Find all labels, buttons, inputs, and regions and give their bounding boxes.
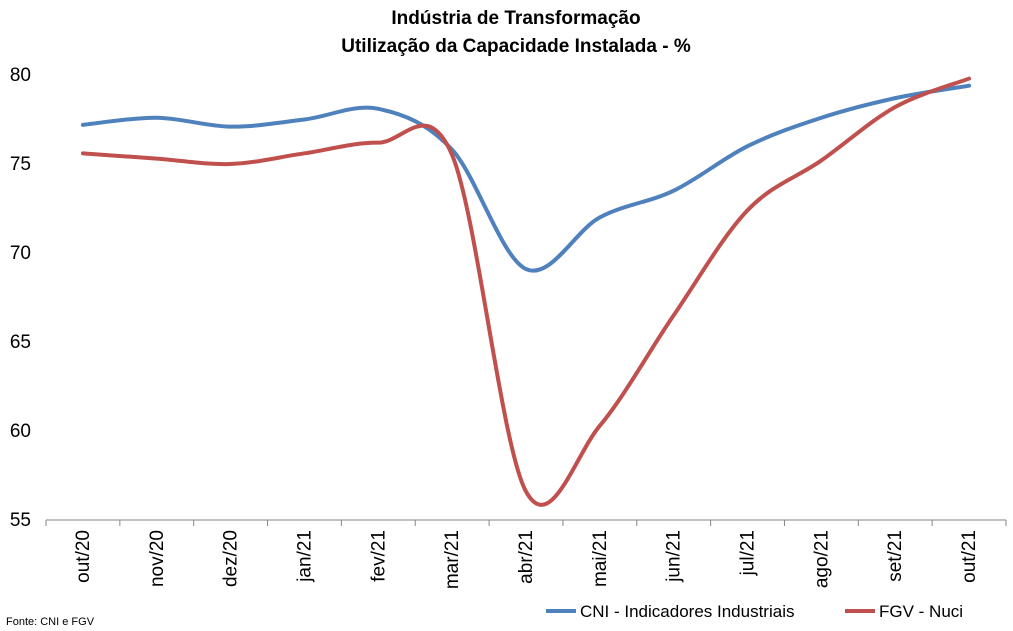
x-tick-label: nov/20 bbox=[147, 530, 168, 587]
data-point-cni bbox=[81, 123, 85, 127]
plot-area: 55 60 65 70 75 80 out/20 nov/20 dez/20 jan/21 fev/… bbox=[10, 65, 1007, 589]
data-point-cni bbox=[819, 116, 823, 120]
y-tick-label: 75 bbox=[10, 154, 31, 175]
x-tick-label: dez/20 bbox=[221, 530, 242, 587]
x-tick-label: ago/21 bbox=[811, 530, 832, 588]
x-tick-label: fev/21 bbox=[368, 530, 389, 582]
data-point-fgv bbox=[819, 158, 823, 162]
data-point-fgv bbox=[598, 424, 602, 428]
data-point-cni bbox=[746, 144, 750, 148]
chart-title: Indústria de Transformação bbox=[391, 8, 640, 29]
data-point-cni bbox=[672, 189, 676, 193]
y-tick-label: 55 bbox=[10, 510, 31, 531]
data-point-cni bbox=[155, 116, 159, 120]
data-point-cni bbox=[376, 107, 380, 111]
y-tick-label: 60 bbox=[10, 421, 31, 442]
data-point-fgv bbox=[672, 313, 676, 317]
data-point-fgv bbox=[746, 208, 750, 212]
chart-subtitle: Utilização da Capacidade Instalada - % bbox=[341, 36, 691, 57]
data-point-fgv bbox=[524, 490, 528, 494]
x-tick-label: out/20 bbox=[73, 530, 94, 583]
data-point-fgv bbox=[376, 141, 380, 145]
data-point-cni bbox=[967, 84, 971, 88]
y-tick-label: 80 bbox=[10, 65, 31, 86]
y-tick-label: 70 bbox=[10, 243, 31, 264]
data-point-cni bbox=[302, 118, 306, 122]
data-point-cni bbox=[229, 125, 233, 129]
legend: CNI - Indicadores Industriais FGV - Nuci bbox=[546, 602, 963, 621]
x-tick-label: jan/21 bbox=[294, 530, 315, 583]
legend-label-fgv: FGV - Nuci bbox=[879, 602, 963, 621]
x-tick-label: mai/21 bbox=[590, 530, 611, 587]
data-point-fgv bbox=[81, 151, 85, 155]
series-line-fgv bbox=[80, 76, 972, 507]
data-point-cni bbox=[893, 96, 897, 100]
data-point-fgv bbox=[450, 153, 454, 157]
legend-label-cni: CNI - Indicadores Industriais bbox=[580, 602, 794, 621]
data-point-cni bbox=[524, 267, 528, 271]
data-point-fgv bbox=[229, 162, 233, 166]
data-point-fgv bbox=[893, 105, 897, 109]
series-line-cni bbox=[80, 83, 972, 273]
y-tick-label: 65 bbox=[10, 332, 31, 353]
data-point-fgv bbox=[155, 157, 159, 161]
data-point-fgv bbox=[967, 77, 971, 81]
x-tick-label: mar/21 bbox=[442, 530, 463, 589]
data-point-fgv bbox=[302, 151, 306, 155]
x-tick-label: out/21 bbox=[959, 530, 980, 583]
x-tick-label: jul/21 bbox=[738, 530, 759, 576]
x-tick-label: jun/21 bbox=[664, 530, 685, 583]
x-tick-label: abr/21 bbox=[516, 530, 537, 584]
x-tick-label: set/21 bbox=[885, 530, 906, 582]
data-point-cni bbox=[598, 215, 602, 219]
source-note: Fonte: CNI e FGV bbox=[6, 616, 95, 628]
